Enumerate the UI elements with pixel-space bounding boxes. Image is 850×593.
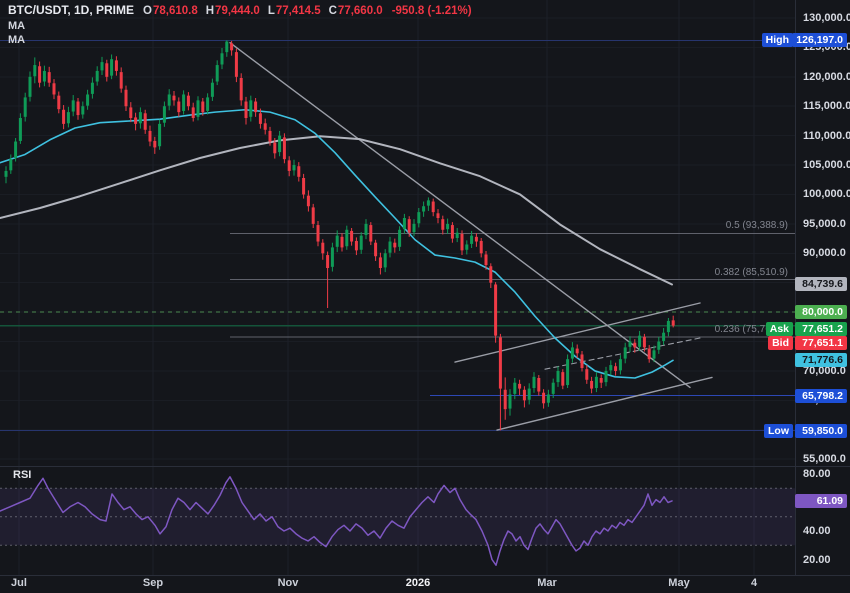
- price-badge: 59,850.0: [795, 423, 847, 438]
- symbol-legend: BTC/USDT, 1D, PRIME O78,610.8 H79,444.0 …: [8, 3, 472, 46]
- price-badge: 71,776.6: [795, 353, 847, 368]
- high-tag-badge: High: [761, 33, 793, 48]
- ma-legend-1[interactable]: MA: [8, 19, 26, 32]
- price-badge: 65,798.2: [795, 388, 847, 403]
- price-badge: 84,739.6: [795, 277, 847, 292]
- price-axis-label: 115,000.0: [803, 100, 850, 113]
- high-value: 79,444.0: [215, 5, 260, 17]
- rsi-axis-label: 40.00: [803, 525, 831, 537]
- rsi-axis-label: 80.00: [803, 468, 831, 480]
- time-axis-label: 4: [750, 577, 758, 589]
- price-axis-label: 55,000.0: [803, 453, 846, 466]
- time-axis[interactable]: Jul Sep Nov 2026 Mar May 4: [0, 576, 850, 593]
- rsi-value-badge: 61.09: [795, 493, 847, 508]
- ask-tag-badge: Ask: [765, 321, 793, 336]
- low-value: 77,414.5: [275, 5, 321, 17]
- price-axis-label: 95,000.0: [803, 217, 846, 230]
- price-badge: 126,197.0: [792, 33, 847, 48]
- rsi-legend[interactable]: RSI: [13, 469, 32, 481]
- rsi-axis-label: 20.00: [803, 553, 831, 566]
- bid-tag-badge: Bid: [768, 335, 793, 350]
- time-axis-label: Mar: [537, 577, 557, 589]
- fib-level-label: 0.382 (85,510.9): [714, 266, 788, 278]
- price-axis-label: 90,000.0: [803, 247, 846, 260]
- price-badge: 77,651.1: [795, 335, 847, 350]
- price-badge: 80,000.0: [795, 305, 847, 320]
- chart-pane-overlays: High Ask Bid Low 0.5 (93,388.9) 0.382 (85,510…: [714, 33, 793, 438]
- open-label: O: [143, 5, 152, 17]
- fib-level-label: 0.5 (93,388.9): [725, 220, 788, 232]
- open-value: 78,610.8: [152, 5, 198, 17]
- price-axis-label: 105,000.0: [803, 159, 850, 172]
- price-axis-label: 110,000.0: [803, 129, 850, 142]
- time-axis-label: Jul: [11, 577, 27, 589]
- price-badge: 77,651.2: [795, 321, 847, 336]
- close-label: C: [328, 5, 337, 17]
- time-axis-label: Nov: [277, 577, 299, 589]
- change-value: -950.8 (-1.21%): [391, 5, 472, 17]
- close-value: 77,660.0: [337, 5, 383, 17]
- price-axis-label: 100,000.0: [803, 188, 850, 201]
- low-label: L: [267, 5, 275, 17]
- symbol-title[interactable]: BTC/USDT, 1D, PRIME: [8, 3, 135, 17]
- low-tag-badge: Low: [764, 423, 793, 438]
- price-axis-label: 130,000.0: [803, 12, 850, 24]
- fib-level-label: 0.236 (75,763.5): [714, 324, 788, 336]
- time-axis-label: 2026: [405, 577, 431, 589]
- price-axis-label: 120,000.0: [803, 70, 850, 83]
- time-axis-label: May: [668, 577, 690, 589]
- price-axis-label: 70,000.0: [803, 364, 846, 377]
- time-axis-label: Sep: [142, 577, 164, 589]
- high-label: H: [205, 5, 215, 17]
- ohlc-readout: O78,610.8 H79,444.0 L77,414.5 C77,660.0 …: [143, 5, 472, 17]
- price-axis[interactable]: 130,000.0 125,000.0 120,000.0 115,000.0 110,…: [792, 0, 850, 575]
- ma-legend-2[interactable]: MA: [8, 34, 26, 46]
